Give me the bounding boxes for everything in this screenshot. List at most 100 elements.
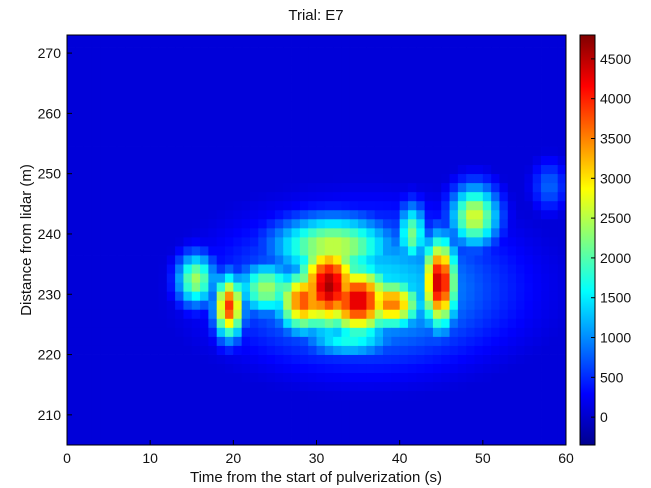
heatmap-cell [341,255,351,265]
heatmap-cell [532,435,542,446]
heatmap-cell [67,264,76,274]
heatmap-cell [457,164,467,175]
heatmap-cell [216,327,226,337]
heatmap-cell [516,417,525,428]
heatmap-cell [108,74,118,84]
heatmap-cell [358,83,367,93]
heatmap-cell [524,408,534,419]
heatmap-cell [225,119,234,129]
heatmap-cell [266,264,276,274]
heatmap-cell [416,74,426,84]
heatmap-cell [333,273,342,283]
heatmap-cell [166,236,176,247]
heatmap-cell [491,236,500,247]
heatmap-cell [482,209,492,220]
heatmap-cell [116,38,126,48]
heatmap-cell [274,399,284,410]
heatmap-cell [499,164,509,175]
heatmap-cell [158,309,168,319]
heatmap-cell [100,408,109,419]
heatmap-cell [524,200,534,211]
heatmap-cell [441,354,450,364]
heatmap-cell [474,399,484,410]
heatmap-cell [100,173,109,184]
heatmap-cell [391,65,401,75]
heatmap-cell [507,363,517,374]
heatmap-cell [491,47,500,57]
heatmap-cell [432,345,442,355]
heatmap-cell [516,35,525,39]
heatmap-cell [482,264,492,274]
heatmap-cell [141,372,151,383]
heatmap-cell [258,65,267,75]
heatmap-cell [324,56,334,66]
x-axis-label: Time from the start of pulverization (s) [190,469,442,486]
heatmap-cell [507,110,517,120]
heatmap-cell [374,38,384,48]
heatmap-cell [233,309,243,319]
heatmap-cell [532,65,542,75]
heatmap-cell [557,200,567,211]
heatmap-cell [191,191,201,202]
heatmap-cell [324,345,334,355]
heatmap-cell [108,137,118,147]
heatmap-cell [541,101,550,111]
heatmap-cell [166,408,176,419]
heatmap-cell [108,354,118,364]
heatmap-cell [507,399,517,410]
heatmap-cell [75,47,85,57]
heatmap-cell [308,435,317,446]
heatmap-cell [399,246,409,256]
heatmap-cell [183,363,193,374]
heatmap-cell [166,146,176,156]
heatmap-cell [266,137,276,147]
heatmap-cell [349,309,359,319]
heatmap-cell [200,264,209,274]
heatmap-cell [449,74,459,84]
heatmap-cell [266,146,276,156]
heatmap-cell [166,218,176,229]
heatmap-cell [83,372,93,383]
heatmap-cell [474,381,484,392]
heatmap-cell [507,336,517,346]
heatmap-cell [358,318,367,328]
heatmap-cell [274,128,284,138]
heatmap-cell [549,264,559,274]
heatmap-cell [150,336,159,346]
heatmap-cell [291,164,301,175]
heatmap-cell [391,264,401,274]
heatmap-cell [366,218,376,229]
heatmap-cell [175,255,184,265]
heatmap-cell [116,92,126,102]
heatmap-cell [183,354,193,364]
heatmap-cell [366,354,376,364]
heatmap-cell [416,47,426,57]
heatmap-cell [399,354,409,364]
heatmap-cell [557,435,567,446]
heatmap-cell [324,47,334,57]
heatmap-cell [241,110,251,120]
heatmap-cell [100,65,109,75]
heatmap-cell [358,191,367,202]
heatmap-cell [432,282,442,292]
heatmap-cell [491,128,500,138]
heatmap-cell [474,38,484,48]
heatmap-cell [75,255,85,265]
heatmap-cell [291,200,301,211]
heatmap-cell [166,155,176,166]
heatmap-cell [299,399,309,410]
heatmap-cell [67,426,76,437]
heatmap-cell [499,200,509,211]
heatmap-cell [308,273,317,283]
heatmap-cell [75,354,85,364]
heatmap-cell [441,101,450,111]
heatmap-cell [349,282,359,292]
heatmap-cell [491,137,500,147]
heatmap-cell [183,327,193,337]
heatmap-cell [432,255,442,265]
heatmap-cell [366,381,376,392]
heatmap-cell [407,246,417,256]
heatmap-cell [249,191,259,202]
heatmap-cell [266,336,276,346]
heatmap-cell [283,246,292,256]
